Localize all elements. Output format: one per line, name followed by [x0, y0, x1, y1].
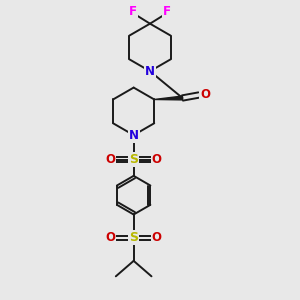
Text: O: O — [106, 153, 116, 166]
Text: S: S — [129, 153, 138, 166]
Text: O: O — [152, 153, 162, 166]
Text: F: F — [129, 5, 137, 18]
Polygon shape — [154, 96, 183, 100]
Text: N: N — [129, 129, 139, 142]
Text: O: O — [152, 231, 162, 244]
Text: O: O — [106, 231, 116, 244]
Text: F: F — [163, 5, 171, 18]
Text: N: N — [145, 65, 155, 78]
Text: O: O — [200, 88, 210, 101]
Text: S: S — [129, 231, 138, 244]
